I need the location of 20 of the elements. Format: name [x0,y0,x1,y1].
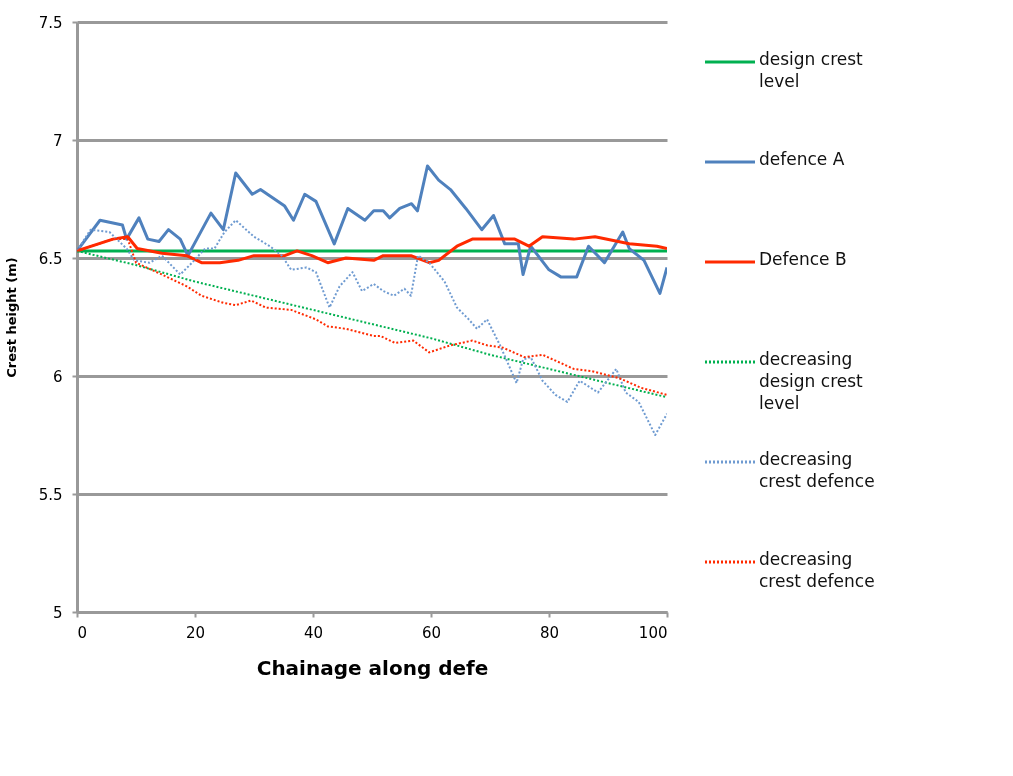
y-tick-label: 7 [52,131,63,150]
x-axis-title: Chainage along defe [256,655,489,680]
x-tick-label: 40 [303,623,324,642]
y-tick-label: 6 [52,367,63,386]
x-tick-label: 20 [185,623,206,642]
x-tick-label: 100 [638,623,668,642]
x-tick-label: 0 [77,623,88,642]
legend-label: decreasing crest defence [759,449,875,491]
legend-label: defence A [759,149,845,169]
legend-label: design crest level [759,49,864,91]
y-tick-label: 7.5 [38,13,63,32]
y-tick-label: 5 [52,603,63,622]
legend-label: decreasing crest defence [759,549,875,591]
x-tick-label: 80 [539,623,560,642]
legend-label: Defence B [759,249,847,269]
y-tick-label: 5.5 [38,485,63,504]
x-tick-label: 60 [421,623,442,642]
y-tick-label: 6.5 [38,249,63,268]
y-axis-title: Crest height (m) [3,257,19,378]
legend-label: decreasing design crest level [759,349,864,413]
